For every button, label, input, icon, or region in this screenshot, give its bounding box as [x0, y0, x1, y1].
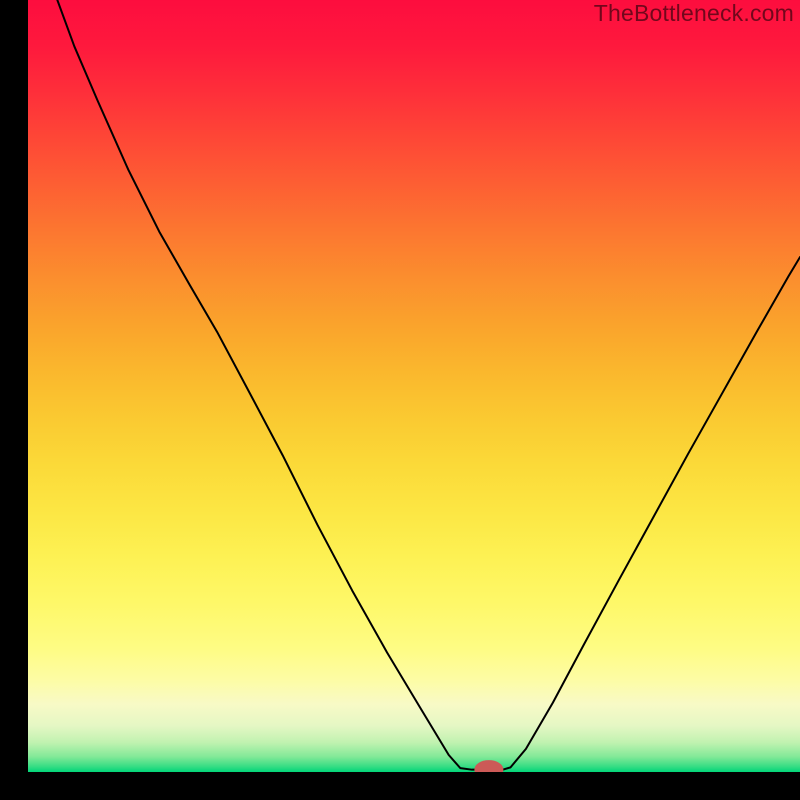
gradient-background — [28, 0, 800, 772]
watermark-text: TheBottleneck.com — [594, 0, 794, 27]
bottleneck-chart — [28, 0, 800, 772]
chart-frame: TheBottleneck.com — [0, 0, 800, 800]
bottom-border — [0, 772, 800, 800]
